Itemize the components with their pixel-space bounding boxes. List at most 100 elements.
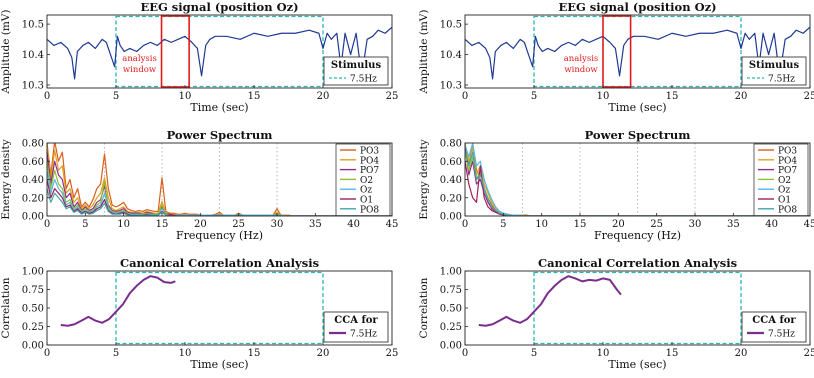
chart-title: Power Spectrum	[585, 128, 691, 142]
x-tick-label: 15	[156, 219, 169, 230]
y-axis-label: Energy density	[418, 139, 430, 219]
cca-line	[478, 275, 622, 327]
y-tick-label: 0.40	[22, 175, 44, 186]
x-tick-label: 10	[179, 91, 192, 102]
y-axis-label: Correlation	[418, 277, 430, 338]
y-tick-label: 0.75	[22, 285, 44, 296]
series-line-po8	[47, 188, 392, 216]
y-axis-label: Amplitude (mV)	[418, 10, 430, 95]
legend-entry: 7.5Hz	[350, 330, 377, 340]
x-tick-label: 5	[500, 219, 506, 230]
legend-entry: 7.5Hz	[768, 330, 795, 340]
x-tick-label: 15	[666, 91, 679, 102]
x-tick-label: 0	[44, 91, 50, 102]
x-tick-label: 10	[535, 219, 548, 230]
x-tick-label: 15	[248, 91, 261, 102]
y-axis-label: Correlation	[0, 277, 12, 338]
y-tick-label: 0.80	[22, 139, 44, 150]
x-tick-label: 40	[765, 219, 778, 230]
x-tick-label: 0	[462, 91, 468, 102]
legend-entry-po8: PO8	[360, 205, 379, 215]
analysis-window-label: window	[123, 65, 157, 75]
chart-title: Canonical Correlation Analysis	[120, 256, 319, 270]
cca-line	[60, 275, 176, 327]
x-axis-label: Frequency (Hz)	[176, 229, 263, 242]
chart-title: Canonical Correlation Analysis	[538, 256, 737, 270]
x-tick-label: 30	[689, 219, 702, 230]
x-tick-label: 25	[804, 91, 814, 102]
legend: Stimulus 7.5Hz	[323, 56, 389, 86]
y-tick-label: 0.00	[440, 212, 462, 223]
axes-frame	[46, 14, 393, 89]
series-line-po3	[47, 143, 392, 216]
plot-area	[60, 271, 324, 345]
y-tick-label: 0.25	[440, 322, 462, 333]
chart-title: EEG signal (position Oz)	[140, 0, 298, 14]
y-tick-label: 10.3	[22, 80, 44, 91]
legend-entry-po7: PO7	[360, 166, 379, 176]
legend-title: Stimulus	[749, 60, 800, 71]
x-tick-label: 15	[666, 348, 679, 359]
y-tick-label: 0.20	[440, 193, 462, 204]
stimulus-window	[115, 15, 324, 88]
plot-area	[478, 271, 742, 345]
y-tick-label: 0.75	[440, 285, 462, 296]
x-tick-label: 5	[113, 91, 119, 102]
legend-box	[741, 56, 807, 86]
chart-panel-5: Canonical Correlation Analysis 0 5 10 15 20 25…	[0, 256, 398, 371]
y-tick-label: 10.4	[440, 50, 462, 61]
axes-frame	[464, 14, 811, 89]
x-tick-label: 10	[117, 219, 130, 230]
x-tick-label: 5	[531, 91, 537, 102]
series-line-po4	[47, 144, 392, 216]
y-axis-label: Amplitude (mV)	[0, 10, 12, 95]
y-tick-label: 0.60	[440, 157, 462, 168]
analysis-window-label: analysis	[122, 54, 157, 64]
y-tick-label: 0.50	[440, 304, 462, 315]
y-tick-label: 0.50	[22, 304, 44, 315]
x-tick-label: 15	[248, 348, 261, 359]
y-tick-label: 10.3	[440, 80, 462, 91]
x-tick-label: 25	[804, 348, 814, 359]
series-line-po4	[465, 143, 810, 216]
x-tick-label: 25	[650, 219, 663, 230]
x-tick-label: 0	[44, 219, 50, 230]
y-tick-label: 0.40	[440, 175, 462, 186]
x-tick-label: 5	[82, 219, 88, 230]
y-tick-label: 0.00	[440, 341, 462, 352]
stimulus-window	[533, 15, 742, 88]
x-tick-label: 20	[735, 91, 748, 102]
legend: CCA for 7.5Hz	[741, 311, 807, 343]
legend-title: CCA for	[752, 315, 796, 326]
legend: CCA for 7.5Hz	[323, 311, 389, 343]
legend-entry-po4: PO4	[778, 156, 797, 166]
legend-entry: 7.5Hz	[350, 75, 377, 85]
x-tick-label: 20	[612, 219, 625, 230]
chart-title: EEG signal (position Oz)	[558, 0, 716, 14]
x-tick-label: 10	[597, 348, 610, 359]
x-tick-label: 25	[386, 348, 399, 359]
y-tick-label: 0.80	[440, 139, 462, 150]
x-tick-label: 40	[347, 219, 360, 230]
legend-entry-o2: O2	[778, 176, 791, 186]
x-tick-label: 5	[531, 348, 537, 359]
legend-title: CCA for	[334, 315, 378, 326]
legend-entry-po7: PO7	[778, 166, 797, 176]
analysis-window	[602, 15, 632, 88]
x-tick-label: 20	[317, 348, 330, 359]
x-tick-label: 0	[44, 348, 50, 359]
stimulus-window	[115, 271, 324, 345]
legend-entry-o2: O2	[360, 176, 373, 186]
legend-box	[741, 311, 807, 343]
legend-entry-po3: PO3	[778, 147, 797, 157]
plot-area	[47, 143, 392, 216]
y-tick-label: 0.00	[22, 341, 44, 352]
x-tick-label: 30	[271, 219, 284, 230]
legend-entry-po4: PO4	[360, 156, 379, 166]
y-tick-label: 0.25	[22, 322, 44, 333]
legend-box	[323, 56, 389, 86]
